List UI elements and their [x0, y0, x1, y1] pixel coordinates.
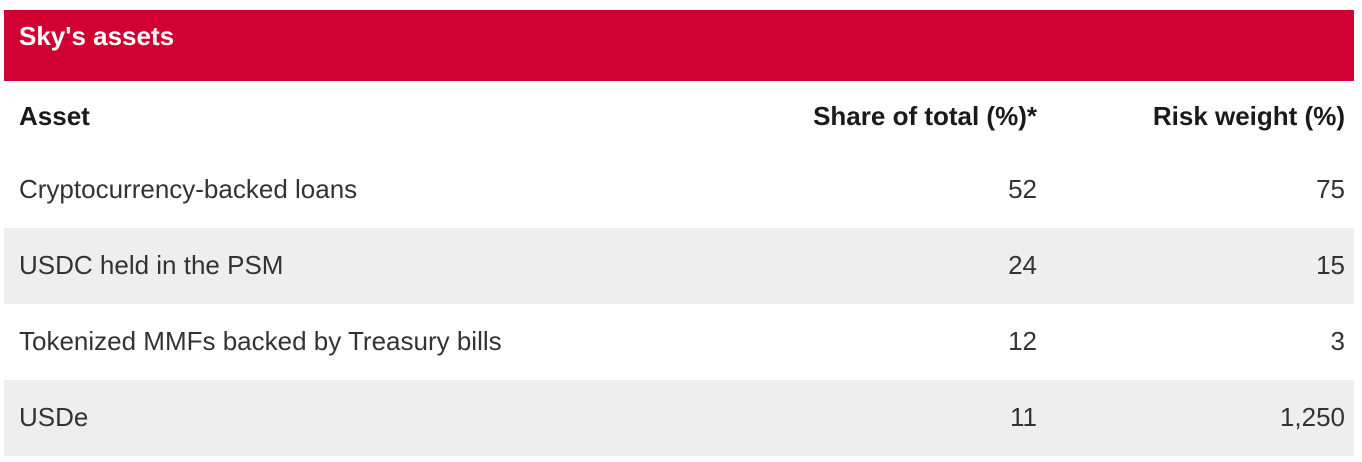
- risk-weight-cell: 1,250: [1279, 402, 1345, 433]
- share-cell: 12: [1008, 326, 1037, 357]
- risk-weight-cell: 75: [1316, 174, 1345, 205]
- asset-cell: Tokenized MMFs backed by Treasury bills: [19, 326, 502, 357]
- table-row: USDe 11 1,250: [4, 380, 1354, 456]
- column-header-risk-weight: Risk weight (%): [1152, 100, 1345, 131]
- asset-cell: USDC held in the PSM: [19, 250, 284, 281]
- risk-weight-cell: 3: [1330, 326, 1345, 357]
- assets-table: Sky's assets Asset Share of total (%)* R…: [4, 10, 1354, 456]
- risk-weight-cell: 15: [1316, 250, 1345, 281]
- table-header-row: Asset Share of total (%)* Risk weight (%…: [4, 81, 1354, 152]
- share-cell: 11: [1010, 402, 1037, 433]
- table-row: Tokenized MMFs backed by Treasury bills …: [4, 304, 1354, 380]
- asset-cell: Cryptocurrency-backed loans: [19, 174, 358, 205]
- column-header-share-of-total: Share of total (%)*: [813, 100, 1037, 131]
- share-cell: 24: [1008, 250, 1037, 281]
- column-header-asset: Asset: [19, 100, 90, 131]
- table-row: USDC held in the PSM 24 15: [4, 228, 1354, 304]
- table-title: Sky's assets: [19, 21, 175, 51]
- table-row: Cryptocurrency-backed loans 52 75: [4, 152, 1354, 228]
- asset-cell: USDe: [19, 402, 89, 433]
- share-cell: 52: [1008, 174, 1037, 205]
- table-title-bar: Sky's assets: [4, 10, 1354, 81]
